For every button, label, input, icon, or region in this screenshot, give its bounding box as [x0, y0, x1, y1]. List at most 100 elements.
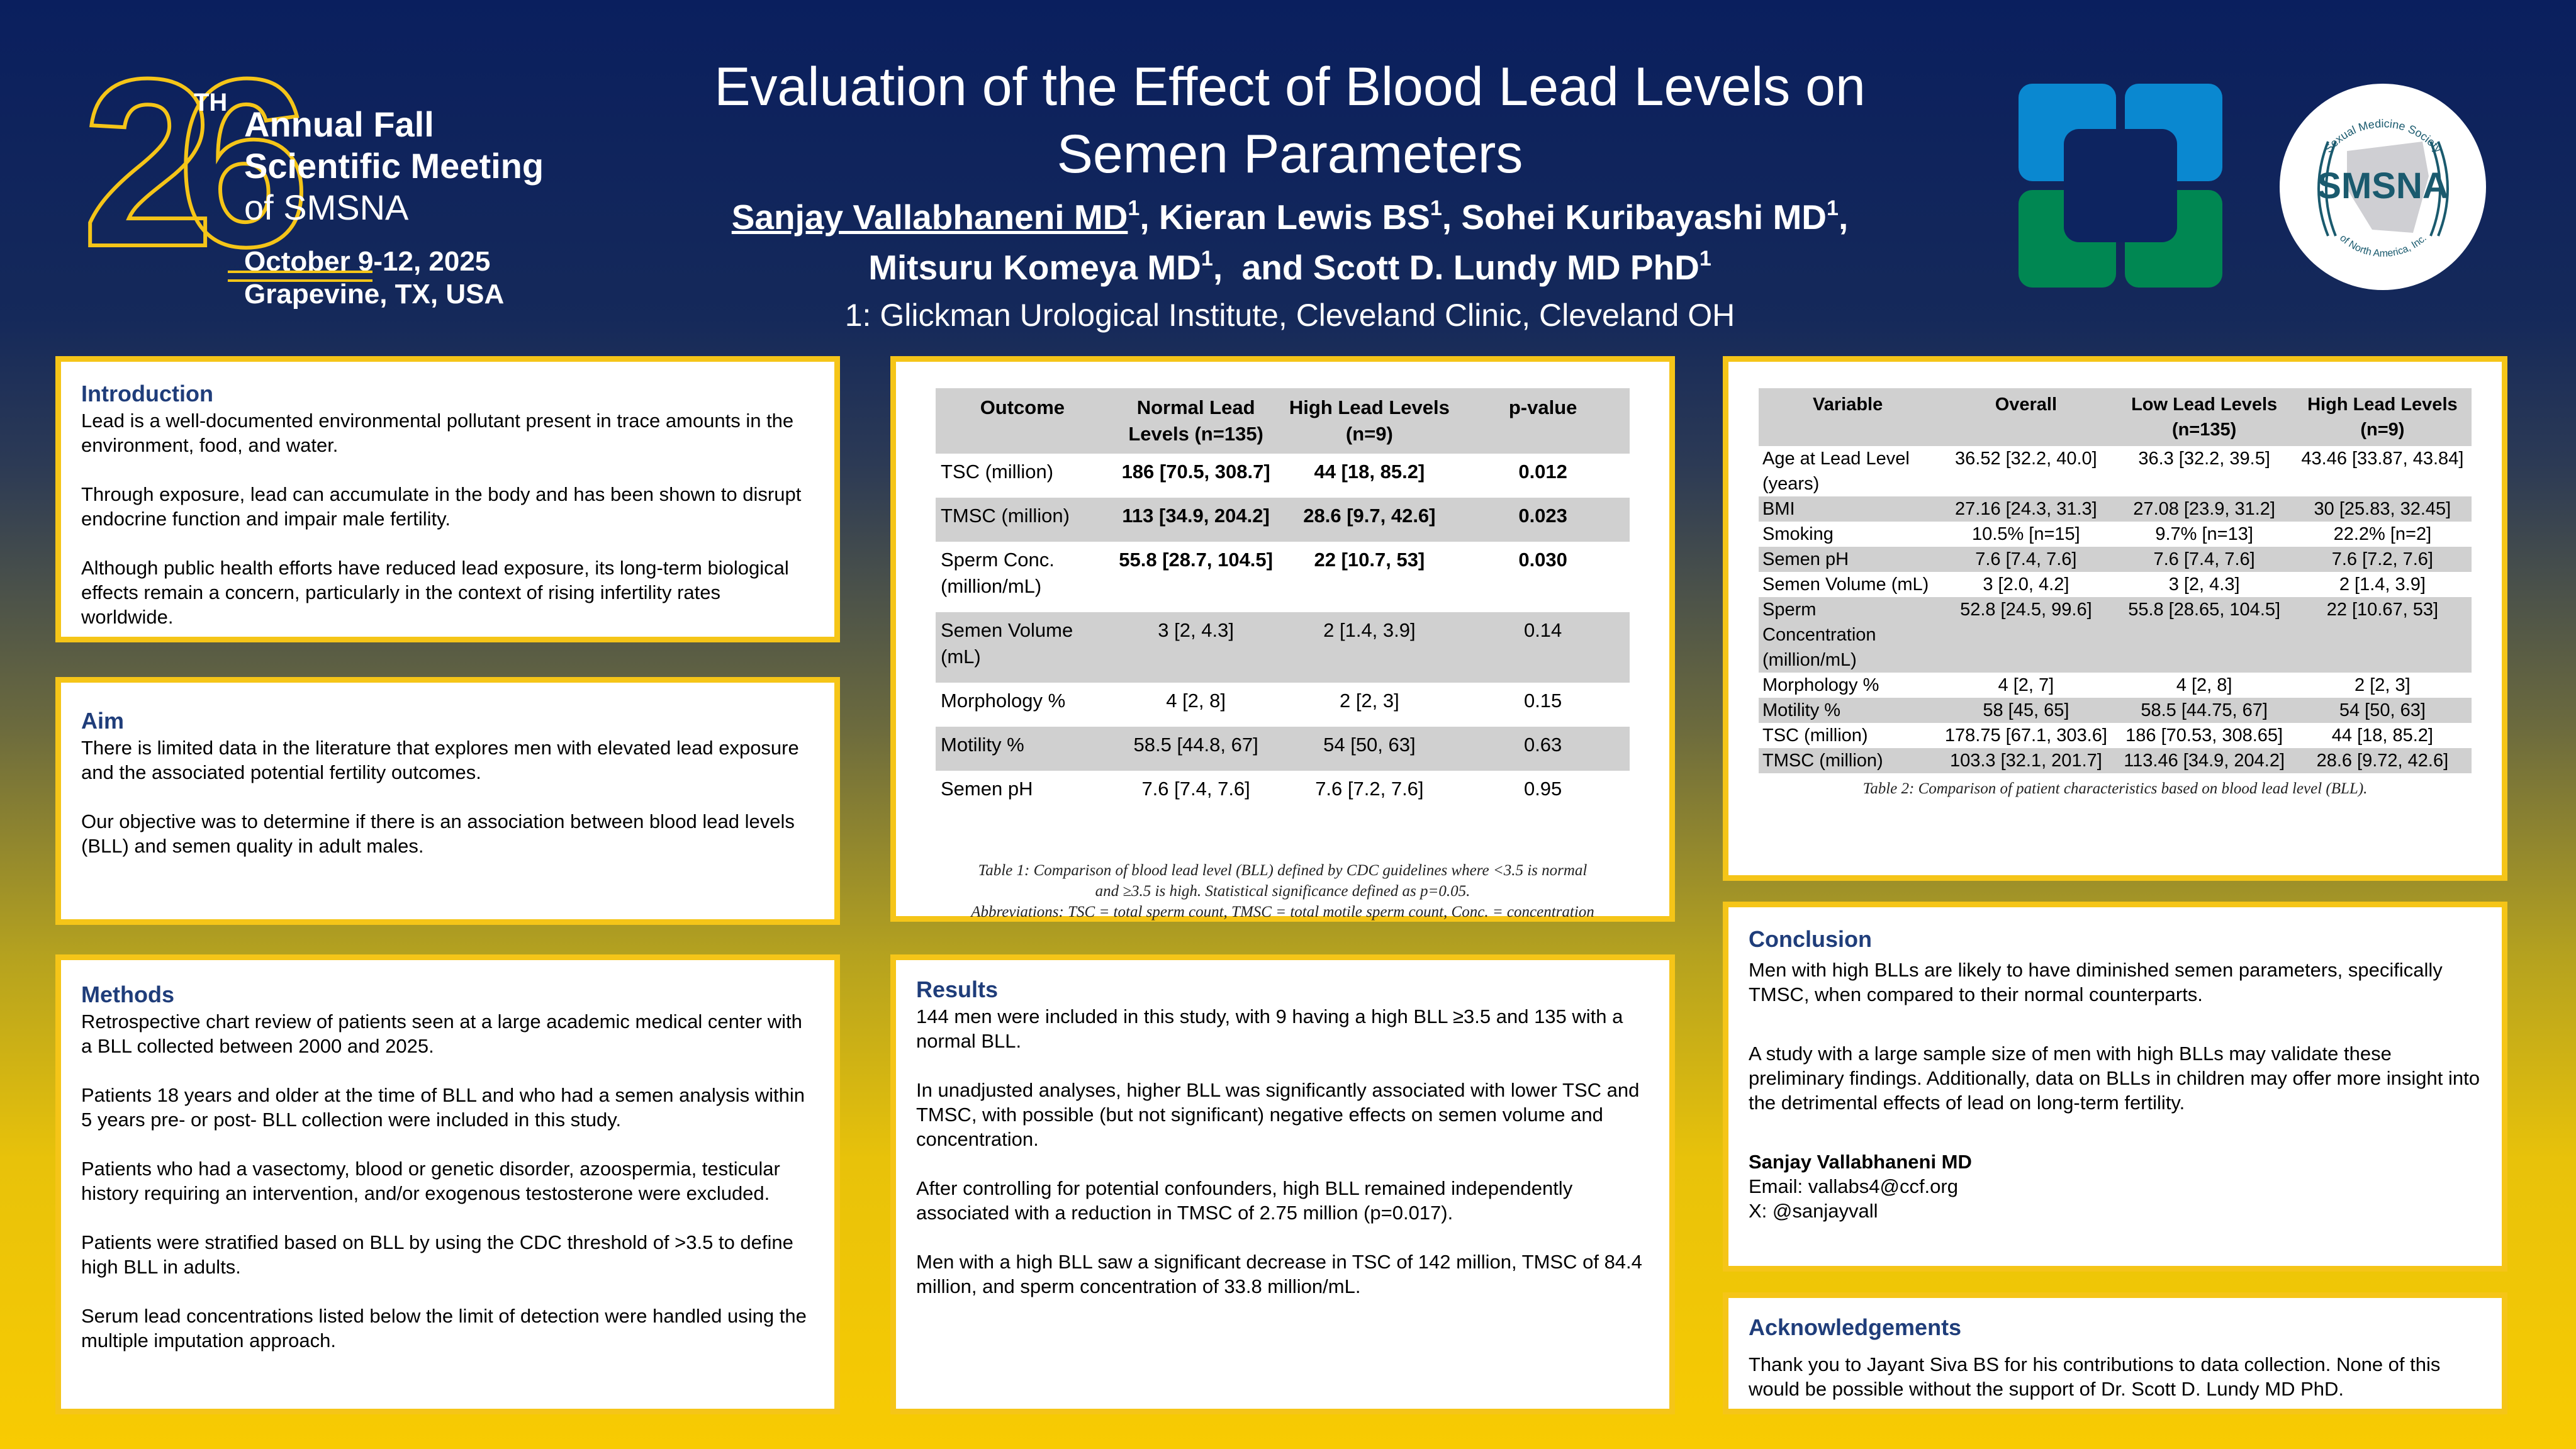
- outcomes-table: Outcome Normal Lead Levels (n=135) High …: [936, 388, 1630, 815]
- separator: ,: [1140, 198, 1159, 237]
- acknowledgements-panel: Acknowledgements Thank you to Jayant Siv…: [1723, 1292, 2507, 1414]
- table-cell: 54 [50, 63]: [1282, 727, 1457, 771]
- paragraph: Through exposure, lead can accumulate in…: [81, 483, 802, 530]
- table-cell: 54 [50, 63]: [2293, 698, 2472, 723]
- logo-place: Grapevine, TX, USA: [244, 279, 505, 310]
- table-cell: 178.75 [67.1, 303.6]: [1944, 725, 2107, 746]
- table-row: Motility % 58.5 [44.8, 67] 54 [50, 63] 0.63: [936, 727, 1630, 771]
- table-row: Sperm Concentration (million/mL) 52.8 [24…: [1759, 597, 2472, 673]
- table-cell: 0.95: [1523, 778, 1562, 800]
- table-cell: 113.46 [34.9, 204.2]: [2115, 748, 2293, 773]
- table-cell: Semen Volume (mL): [936, 612, 1109, 683]
- column-header: p-value: [1456, 388, 1630, 454]
- table-cell: 2 [1.4, 3.9]: [2339, 574, 2426, 595]
- author-list: Sanjay Vallabhaneni MD1, Kieran Lewis BS…: [566, 192, 2013, 293]
- table-cell: 7.6 [7.4, 7.6]: [1141, 778, 1250, 800]
- table-cell: 22 [10.67, 53]: [2293, 597, 2472, 673]
- table-cell: Motility %: [1759, 698, 1937, 723]
- logo-line2: Scientific Meeting: [244, 146, 544, 186]
- table-row: Semen Volume (mL) 3 [2.0, 4.2] 3 [2, 4.3] 2…: [1759, 572, 2472, 597]
- table-cell: 58 [45, 65]: [1937, 698, 2115, 723]
- column-header: Outcome: [936, 388, 1109, 454]
- paragraph: Thank you to Jayant Siva BS for his cont…: [1749, 1353, 2441, 1400]
- table-row: Smoking 10.5% [n=15] 9.7% [n=13] 22.2% [n=2…: [1759, 522, 2472, 547]
- contact-name: Sanjay Vallabhaneni MD: [1749, 1151, 1972, 1173]
- table-cell: Sperm Conc. (million/mL): [941, 549, 1055, 597]
- table1-caption: Table 1: Comparison of blood lead level …: [936, 860, 1630, 922]
- table-cell: 7.6 [7.4, 7.6]: [2115, 547, 2293, 572]
- logo-stripe: [228, 271, 372, 282]
- paragraph: Men with high BLLs are likely to have di…: [1749, 959, 2443, 1005]
- affiliation-mark: 1: [1699, 247, 1711, 271]
- table-cell: 113 [34.9, 204.2]: [1109, 498, 1283, 542]
- caption-line: and ≥3.5 is high. Statistical significan…: [1095, 883, 1470, 900]
- table-cell: 55.8 [28.65, 104.5]: [2115, 597, 2293, 673]
- column-header: High Lead Levels (n=9): [1282, 388, 1457, 454]
- column-header: Normal Lead Levels (n=135): [1109, 388, 1283, 454]
- table-cell: 22.2% [n=2]: [2333, 524, 2432, 544]
- table-cell: Semen pH: [1759, 547, 1937, 572]
- methods-panel: Methods Retrospective chart review of pa…: [55, 954, 840, 1414]
- table-cell: 2 [2, 3]: [2355, 675, 2411, 695]
- contact-email[interactable]: Email: vallabs4@ccf.org: [1749, 1175, 1958, 1197]
- contact-x-handle[interactable]: X: @sanjayvall: [1749, 1200, 1878, 1222]
- table-cell: 55.8 [28.7, 104.5]: [1119, 549, 1273, 571]
- table-cell: 186 [70.53, 308.65]: [2125, 725, 2283, 746]
- meeting-logo: 26 TH Annual Fall Scientific Meeting of …: [82, 41, 560, 318]
- logo-line3: of SMSNA: [244, 187, 409, 227]
- table-cell: 4 [2, 7]: [1998, 675, 2054, 695]
- table2-caption: Table 2: Comparison of patient character…: [1862, 780, 2368, 797]
- table-cell: 28.6 [9.7, 42.6]: [1282, 498, 1457, 542]
- table-cell: 44 [18, 85.2]: [2331, 725, 2433, 746]
- affiliation: 1: Glickman Urological Institute, Clevel…: [844, 298, 1735, 333]
- column-header: Low Lead Levels (n=135): [2115, 388, 2293, 446]
- table-header-row: Outcome Normal Lead Levels (n=135) High …: [936, 388, 1630, 454]
- table-cell: BMI: [1759, 496, 1937, 522]
- affiliation-mark: 1: [1128, 196, 1140, 220]
- table-row: TSC (million) 178.75 [67.1, 303.6] 186 [70…: [1759, 723, 2472, 748]
- table-cell: 4 [2, 8]: [1166, 690, 1226, 712]
- table-cell: 2 [2, 3]: [1339, 690, 1399, 712]
- table-cell: Age at Lead Level (years): [1762, 449, 1910, 494]
- table-cell: 186 [70.5, 308.7]: [1121, 461, 1270, 483]
- table-cell: Semen pH: [941, 778, 1033, 800]
- table-cell: 0.030: [1518, 549, 1567, 571]
- svg-text:SMSNA: SMSNA: [2317, 165, 2448, 206]
- table-cell: 0.14: [1456, 612, 1630, 683]
- paragraph: After controlling for potential confound…: [916, 1177, 1573, 1224]
- table-cell: 58.5 [44.75, 67]: [2115, 698, 2293, 723]
- column-header: High Lead Levels (n=9): [2293, 388, 2472, 446]
- table-cell: 0.15: [1523, 690, 1562, 712]
- table-cell: TSC (million): [1762, 725, 1868, 746]
- table-row: Age at Lead Level (years) 36.52 [32.2, 40…: [1759, 446, 2472, 496]
- table-cell: 27.16 [24.3, 31.3]: [1937, 496, 2115, 522]
- affiliation-mark: 1: [1827, 196, 1839, 220]
- affiliation-mark: 1: [1430, 196, 1442, 220]
- table-cell: TMSC (million): [1759, 748, 1937, 773]
- table-cell: Semen Volume (mL): [1762, 574, 1929, 595]
- contact-block: Sanjay Vallabhaneni MD Email: vallabs4@c…: [1749, 1150, 2482, 1223]
- table-cell: 10.5% [n=15]: [1972, 524, 2080, 544]
- author-name: Sohei Kuribayashi MD: [1461, 198, 1827, 237]
- paragraph: A study with a large sample size of men …: [1749, 1043, 2480, 1114]
- caption-line: Abbreviations: TSC = total sperm count, …: [971, 904, 1594, 920]
- table-row: Motility % 58 [45, 65] 58.5 [44.75, 67] 54 …: [1759, 698, 2472, 723]
- table-cell: 52.8 [24.5, 99.6]: [1937, 597, 2115, 673]
- methods-heading: Methods: [81, 982, 174, 1007]
- author-name: Mitsuru Komeya MD: [868, 248, 1201, 287]
- table-row: Semen pH 7.6 [7.4, 7.6] 7.6 [7.2, 7.6] 0.95: [936, 771, 1630, 815]
- caption-line: Table 1: Comparison of blood lead level …: [978, 862, 1588, 879]
- smsna-logo: Sexual Medicine Society SMSNA of North A…: [2280, 84, 2486, 290]
- paragraph: 144 men were included in this study, wit…: [916, 1005, 1623, 1052]
- table-cell: 0.63: [1456, 727, 1630, 771]
- table-cell: 43.46 [33.87, 43.84]: [2301, 449, 2464, 469]
- table-cell: 44 [18, 85.2]: [1314, 461, 1425, 483]
- patient-characteristics-table: Variable Overall Low Lead Levels (n=135)…: [1759, 388, 2472, 773]
- table-cell: TSC (million): [941, 461, 1054, 483]
- column-header: Overall: [1937, 388, 2115, 446]
- table-cell: 2 [1.4, 3.9]: [1282, 612, 1457, 683]
- cleveland-clinic-logo: [2019, 84, 2222, 288]
- table-cell: 27.08 [23.9, 31.2]: [2115, 496, 2293, 522]
- author-name: Sanjay Vallabhaneni MD: [731, 198, 1128, 237]
- logo-26-graphic: 26: [82, 41, 327, 298]
